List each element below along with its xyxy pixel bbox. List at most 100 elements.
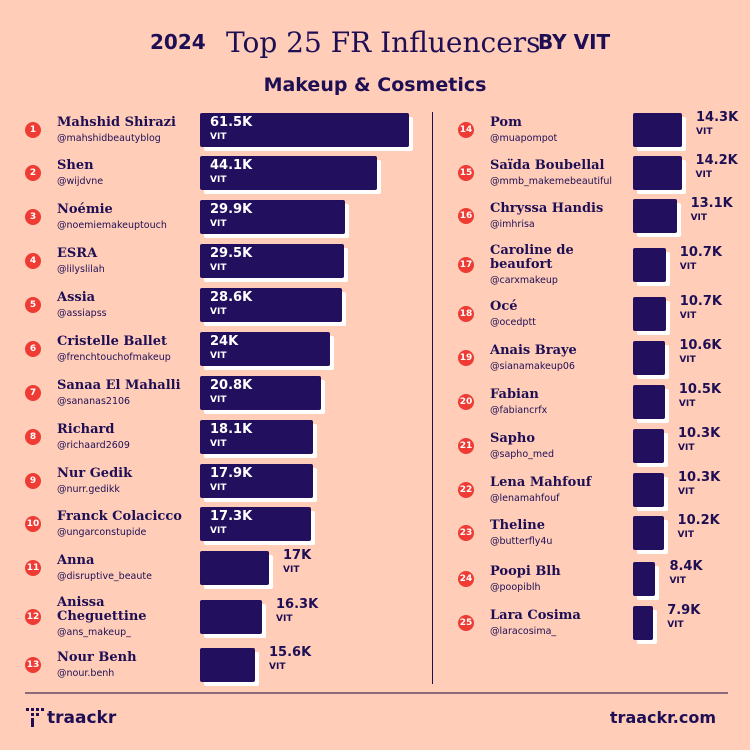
bar-row: 25 Lara Cosima @laracosima_ 7.9K VIT: [0, 603, 750, 640]
influencer-handle: @sananas2106: [57, 396, 131, 407]
influencer-name: Franck Colacicco @ungarconstupide: [57, 510, 197, 540]
bar: [200, 156, 377, 190]
bar: [200, 551, 269, 585]
rank-badge: 20: [458, 394, 474, 410]
bar-row: 15 Saïda Boubellal @mmb_makemebeautiful 1…: [0, 153, 750, 190]
bar: [200, 332, 331, 366]
value-label: 44.1K VIT: [210, 158, 253, 186]
influencer-handle: @wijdvne: [57, 176, 104, 187]
influencer-handle: @mahshidbeautyblog: [57, 133, 161, 144]
influencer-name: Fabian @fabiancrfx: [490, 388, 620, 418]
influencer-handle: @ocedptt: [490, 317, 536, 328]
influencer-name: Anna @disruptive_beaute: [57, 554, 197, 584]
value-label: 24K VIT: [210, 334, 239, 362]
rank-badge: 17: [458, 257, 474, 273]
bar-row: 1 Mahshid Shirazi @mahshidbeautyblog 61.5…: [0, 113, 750, 147]
rank-badge: 7: [25, 385, 41, 401]
bar: [633, 156, 682, 190]
rank-badge: 19: [458, 350, 474, 366]
influencer-handle: @muapompot: [490, 133, 558, 144]
rank-badge: 24: [458, 571, 474, 587]
bar: [633, 429, 664, 463]
bar: [200, 200, 346, 234]
value-label: 29.5K VIT: [210, 246, 253, 274]
bar-row: 14 Pom @muapompot 14.3K VIT: [0, 110, 750, 147]
page-title: Top 25 FR Influencers: [226, 26, 541, 59]
influencer-name: Theline @butterfly4u: [490, 519, 620, 549]
rank-badge: 18: [458, 306, 474, 322]
bar-row: 24 Poopi Blh @poopiblh 8.4K VIT: [0, 559, 750, 596]
bar: [633, 248, 666, 282]
influencer-handle: @ans_makeup_: [57, 627, 131, 638]
influencer-handle: @carxmakeup: [490, 275, 558, 286]
website-link[interactable]: traackr.com: [609, 708, 716, 727]
bar: [200, 244, 345, 278]
influencer-name: Nour Benh @nour.benh: [57, 651, 197, 681]
rank-badge: 14: [458, 122, 474, 138]
influencer-name: Anais Braye @sianamakeup06: [490, 344, 620, 374]
bar: [633, 113, 682, 147]
influencer-name: Cristelle Ballet @frenchtouchofmakeup: [57, 335, 197, 365]
bar-row: 8 Richard @richaard2609 18.1K VIT: [0, 420, 750, 454]
value-label: 29.9K VIT: [210, 202, 253, 230]
influencer-name: Shen @wijdvne: [57, 159, 197, 189]
value-label: 17K VIT: [283, 548, 312, 576]
influencer-handle: @sapho_med: [490, 449, 555, 460]
influencer-handle: @butterfly4u: [490, 536, 553, 547]
value-label: 7.9K VIT: [667, 603, 701, 631]
influencer-name: Anissa Cheguettine @ans_makeup_: [57, 596, 197, 640]
bar-row: 5 Assia @assiapss 28.6K VIT: [0, 288, 750, 322]
value-label: 10.7K VIT: [679, 245, 722, 273]
influencer-name: Assia @assiapss: [57, 291, 197, 321]
bar: [633, 473, 664, 507]
value-label: 28.6K VIT: [210, 290, 253, 318]
bar: [633, 199, 677, 233]
influencer-name: Poopi Blh @poopiblh: [490, 565, 620, 595]
influencer-name: Richard @richaard2609: [57, 423, 197, 453]
value-label: 10.5K VIT: [678, 382, 722, 410]
bar-row: 9 Nur Gedik @nurr.gedikk 17.9K VIT: [0, 464, 750, 498]
bar: [200, 376, 322, 410]
rank-badge: 22: [458, 482, 474, 498]
bar: [633, 606, 654, 640]
rank-badge: 13: [25, 657, 41, 673]
bar: [633, 562, 656, 596]
bar-row: 16 Chryssa Handis @imhrisa 13.1K VIT: [0, 197, 750, 233]
influencer-name: Sanaa El Mahalli @sananas2106: [57, 379, 197, 409]
bar-row: 19 Anais Braye @sianamakeup06 10.6K VIT: [0, 339, 750, 375]
influencer-handle: @fabiancrfx: [490, 405, 548, 416]
bar: [200, 464, 313, 498]
rank-badge: 25: [458, 615, 474, 631]
value-label: 14.2K VIT: [695, 153, 738, 181]
influencer-name: Noémie @noemiemakeuptouch: [57, 203, 197, 233]
influencer-handle: @lenamahfouf: [490, 493, 560, 504]
rank-badge: 5: [25, 297, 41, 313]
column-divider: [432, 112, 433, 684]
rank-badge: 21: [458, 438, 474, 454]
influencer-handle: @nour.benh: [57, 668, 115, 679]
rank-badge: 23: [458, 525, 474, 541]
bar: [200, 600, 262, 634]
by-metric: BY VIT: [538, 30, 611, 54]
influencer-name: Mahshid Shirazi @mahshidbeautyblog: [57, 116, 197, 146]
bar: [200, 113, 409, 147]
bar: [200, 507, 311, 541]
influencer-name: Nur Gedik @nurr.gedikk: [57, 467, 197, 497]
influencer-handle: @richaard2609: [57, 440, 130, 451]
year: 2024: [150, 30, 206, 54]
value-label: 14.3K VIT: [696, 110, 739, 138]
influencer-handle: @lilyslilah: [57, 264, 105, 275]
value-label: 20.8K VIT: [210, 378, 253, 406]
rank-badge: 4: [25, 253, 41, 269]
value-label: 10.7K VIT: [679, 294, 722, 322]
influencer-handle: @disruptive_beaute: [57, 571, 152, 582]
bar-row: 10 Franck Colacicco @ungarconstupide 17.3…: [0, 507, 750, 541]
value-label: 8.4K VIT: [669, 559, 703, 587]
bar: [633, 385, 665, 419]
rank-badge: 3: [25, 209, 41, 225]
bar-row: 23 Theline @butterfly4u 10.2K VIT: [0, 514, 750, 550]
influencer-handle: @sianamakeup06: [490, 361, 575, 372]
influencer-name: Caroline de beaufort @carxmakeup: [490, 244, 620, 288]
value-label: 18.1K VIT: [210, 422, 253, 450]
influencer-name: Lara Cosima @laracosima_: [490, 609, 620, 639]
